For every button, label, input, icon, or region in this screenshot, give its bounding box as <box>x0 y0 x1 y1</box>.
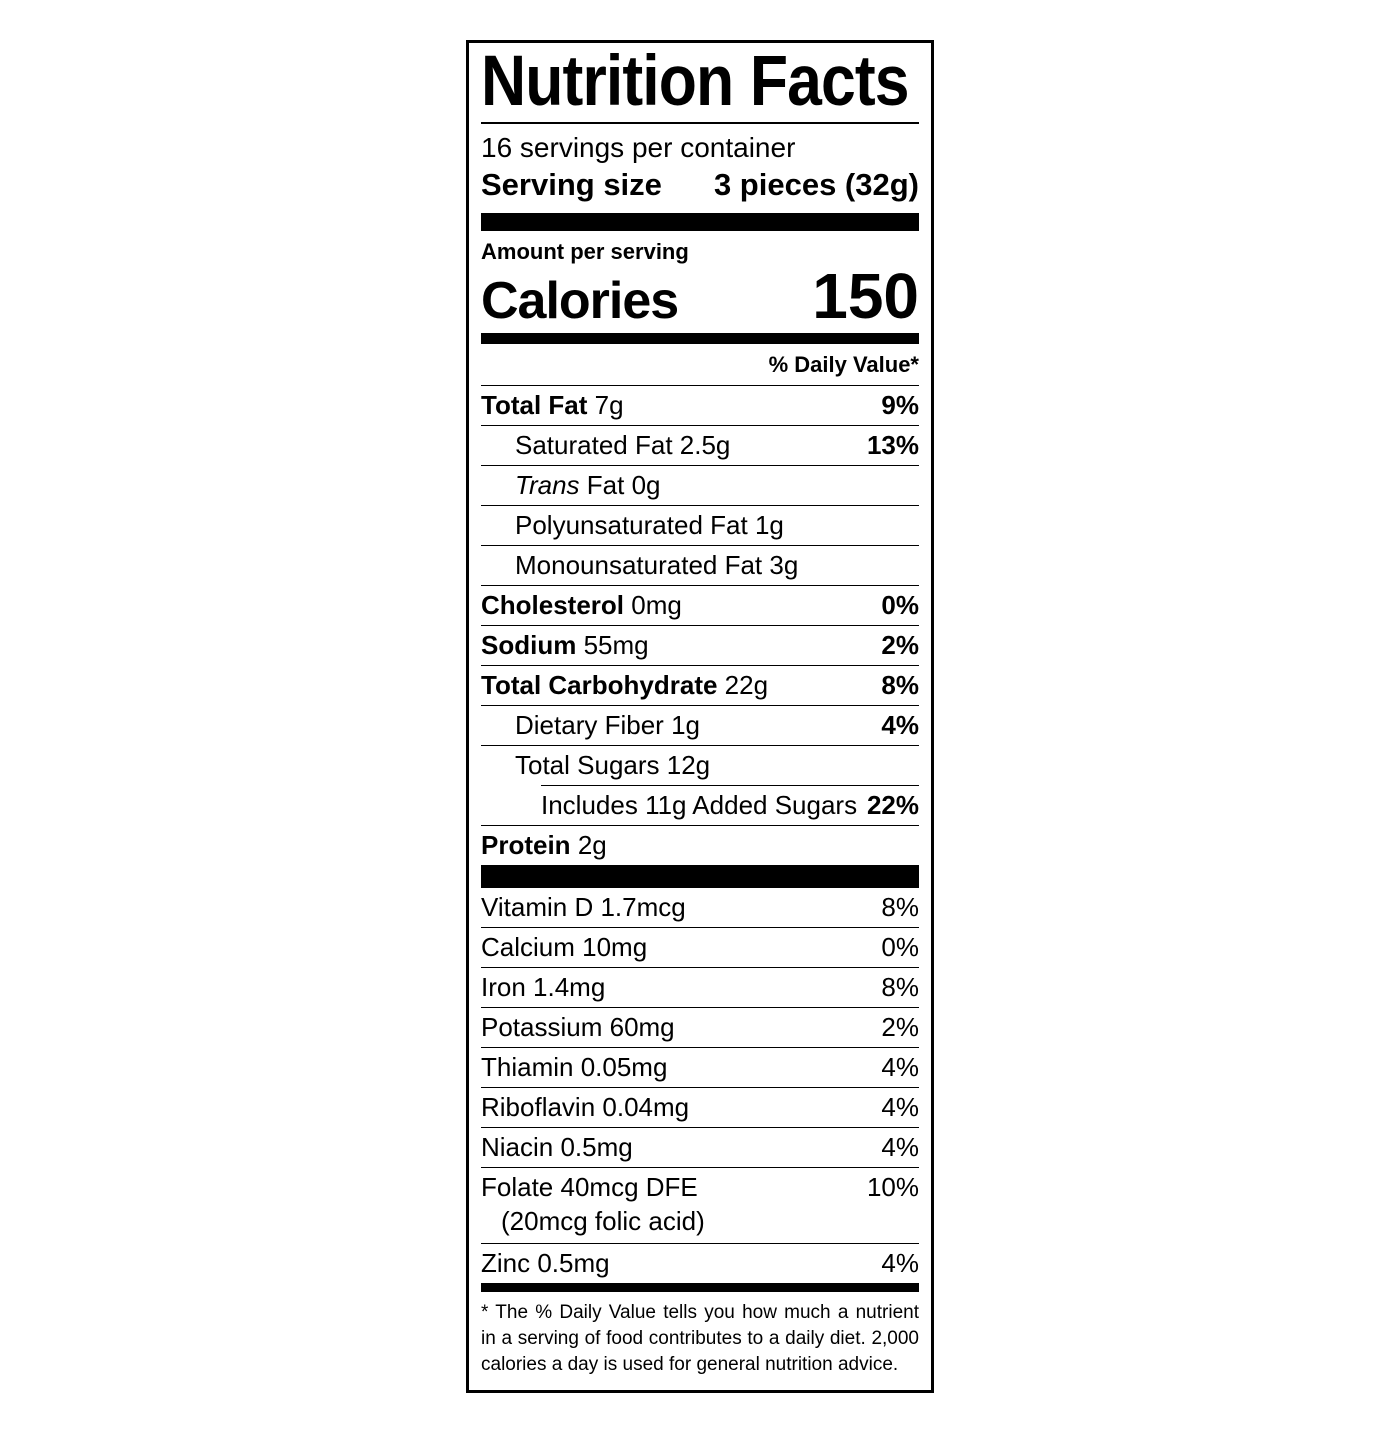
calories-row: Calories 150 <box>481 260 919 332</box>
nutrient-name: Riboflavin 0.04mg <box>481 1092 690 1122</box>
row-separator <box>481 825 919 826</box>
nutrient-row: Folate 40mcg DFE 10% <box>481 1168 919 1207</box>
nutrient-name: Dietary Fiber 1g <box>515 710 700 740</box>
nutrient-name: Folate 40mcg DFE <box>481 1172 698 1202</box>
row-separator <box>481 545 919 546</box>
nutrient-name: Calcium 10mg <box>481 932 648 962</box>
row-separator <box>481 505 919 506</box>
serving-size-row: Serving size 3 pieces (32g) <box>481 165 919 213</box>
daily-value: 8% <box>881 892 919 922</box>
row-separator <box>541 785 919 786</box>
daily-value: 4% <box>881 1052 919 1082</box>
nutrient-row: Vitamin D 1.7mcg 8% <box>481 888 919 927</box>
nutrient-row: Trans Fat 0g <box>481 466 919 505</box>
nutrient-row: Calcium 10mg 0% <box>481 928 919 967</box>
medium-divider-bar <box>481 333 919 344</box>
medium-divider-bar <box>481 1283 919 1292</box>
nutrient-name: Total Fat 7g <box>481 390 624 420</box>
daily-value: 10% <box>866 1172 919 1202</box>
daily-value: 2% <box>881 630 919 660</box>
nutrient-row: Saturated Fat 2.5g 13% <box>481 426 919 465</box>
nutrient-row: Polyunsaturated Fat 1g <box>481 506 919 545</box>
nutrient-table: Total Fat 7g 9% Saturated Fat 2.5g 13% Trans… <box>481 386 919 865</box>
daily-value: 9% <box>881 390 919 420</box>
row-separator <box>481 425 919 426</box>
nutrient-name: Trans Fat 0g <box>515 470 661 500</box>
calories-label: Calories <box>481 272 679 330</box>
nutrient-name: Polyunsaturated Fat 1g <box>515 510 784 540</box>
daily-value: 13% <box>866 430 919 460</box>
nutrient-name: Protein 2g <box>481 830 607 860</box>
daily-value: 4% <box>881 710 919 740</box>
amount-per-serving-label: Amount per serving <box>481 239 689 264</box>
nutrient-row: Total Carbohydrate 22g 8% <box>481 666 919 705</box>
servings-per-container: 16 servings per container <box>481 132 796 163</box>
nutrient-name: Thiamin 0.05mg <box>481 1052 668 1082</box>
nutrient-name: Saturated Fat 2.5g <box>515 430 731 460</box>
row-separator <box>481 1167 919 1168</box>
nutrient-name: Includes 11g Added Sugars <box>541 790 858 820</box>
row-separator <box>481 1127 919 1128</box>
nutrient-row-line2: (20mcg folic acid) <box>501 1206 705 1236</box>
nutrient-name: Iron 1.4mg <box>481 972 606 1002</box>
daily-value: 2% <box>881 1012 919 1042</box>
nutrient-row: Sodium 55mg 2% <box>481 626 919 665</box>
calories-value: 150 <box>812 260 919 332</box>
daily-value: 0% <box>881 932 919 962</box>
nutrient-row: Riboflavin 0.04mg 4% <box>481 1088 919 1127</box>
row-separator <box>481 705 919 706</box>
daily-value: 0% <box>881 590 919 620</box>
nutrient-row: Niacin 0.5mg 4% <box>481 1128 919 1167</box>
vitamin-table: Vitamin D 1.7mcg 8% Calcium 10mg 0% Iron 1.4… <box>481 888 919 1283</box>
nutrient-name: Zinc 0.5mg <box>481 1248 610 1278</box>
row-separator <box>481 927 919 928</box>
daily-value: 8% <box>881 972 919 1002</box>
nutrient-row: Potassium 60mg 2% <box>481 1008 919 1047</box>
nutrient-row: Total Sugars 12g <box>481 746 919 785</box>
thick-divider-bar <box>481 213 919 231</box>
daily-value-footnote: * The % Daily Value tells you how much a… <box>481 1302 919 1375</box>
nutrient-row: Includes 11g Added Sugars 22% <box>481 786 919 825</box>
nutrient-row: Thiamin 0.05mg 4% <box>481 1048 919 1087</box>
daily-value-header: % Daily Value* <box>481 344 919 386</box>
daily-value: 4% <box>881 1092 919 1122</box>
daily-value: 8% <box>881 670 919 700</box>
nutrient-row: Iron 1.4mg 8% <box>481 968 919 1007</box>
row-separator <box>481 745 919 746</box>
row-separator <box>481 625 919 626</box>
daily-value: 22% <box>866 790 919 820</box>
row-separator <box>481 1243 919 1244</box>
row-separator <box>481 585 919 586</box>
nutrient-name: Monounsaturated Fat 3g <box>515 550 799 580</box>
nutrient-name: Vitamin D 1.7mcg <box>481 892 686 922</box>
row-separator <box>481 1047 919 1048</box>
nutrient-row: Protein 2g <box>481 826 919 865</box>
nutrient-row: Dietary Fiber 1g 4% <box>481 706 919 745</box>
row-separator <box>481 1007 919 1008</box>
nutrient-name: Total Carbohydrate 22g <box>481 670 769 700</box>
thick-divider-bar <box>481 865 919 888</box>
nutrient-row: Zinc 0.5mg 4% <box>481 1244 919 1283</box>
serving-size-value: 3 pieces (32g) <box>713 167 919 202</box>
label-title: Nutrition Facts <box>481 42 910 121</box>
daily-value: 4% <box>881 1248 919 1278</box>
nutrient-row: Cholesterol 0mg 0% <box>481 586 919 625</box>
serving-size-label: Serving size <box>481 167 662 202</box>
nutrient-name: Cholesterol 0mg <box>481 590 682 620</box>
nutrient-row: Total Fat 7g 9% <box>481 386 919 425</box>
nutrient-name: Total Sugars 12g <box>515 750 711 780</box>
row-separator <box>481 967 919 968</box>
nutrient-name: Niacin 0.5mg <box>481 1132 633 1162</box>
title-divider <box>481 122 919 124</box>
nutrition-facts-label: Nutrition Facts 16 servings per containe… <box>466 40 934 1393</box>
daily-value: 4% <box>881 1132 919 1162</box>
nutrient-name: Potassium 60mg <box>481 1012 675 1042</box>
row-separator <box>481 1087 919 1088</box>
nutrient-row: Monounsaturated Fat 3g <box>481 546 919 585</box>
row-separator <box>481 665 919 666</box>
nutrient-name: Sodium 55mg <box>481 630 649 660</box>
row-separator <box>481 465 919 466</box>
